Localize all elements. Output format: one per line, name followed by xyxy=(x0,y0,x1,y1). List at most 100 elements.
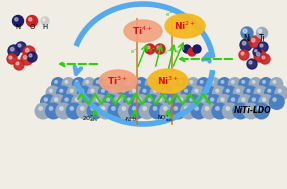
Circle shape xyxy=(257,28,267,39)
Circle shape xyxy=(44,97,48,102)
Circle shape xyxy=(75,80,79,84)
Circle shape xyxy=(51,77,65,91)
Circle shape xyxy=(215,106,220,111)
Circle shape xyxy=(76,102,93,119)
Circle shape xyxy=(205,89,209,93)
Circle shape xyxy=(101,106,105,111)
Circle shape xyxy=(129,85,144,101)
Circle shape xyxy=(7,54,17,64)
Circle shape xyxy=(168,80,172,84)
Text: e$^{-}$: e$^{-}$ xyxy=(175,48,183,56)
Circle shape xyxy=(207,77,221,91)
Circle shape xyxy=(189,80,193,84)
Circle shape xyxy=(93,77,106,91)
Circle shape xyxy=(38,106,43,111)
Circle shape xyxy=(251,38,255,42)
Circle shape xyxy=(163,89,167,93)
Circle shape xyxy=(15,18,18,21)
Circle shape xyxy=(70,89,74,93)
Circle shape xyxy=(82,77,96,91)
Circle shape xyxy=(77,85,92,101)
Circle shape xyxy=(72,77,86,91)
Circle shape xyxy=(239,50,249,60)
Circle shape xyxy=(132,106,137,111)
Circle shape xyxy=(142,89,147,93)
Circle shape xyxy=(168,97,173,102)
Circle shape xyxy=(210,97,214,102)
Circle shape xyxy=(13,15,24,26)
Circle shape xyxy=(66,85,81,101)
Circle shape xyxy=(40,94,56,110)
Circle shape xyxy=(247,59,257,69)
Circle shape xyxy=(253,85,269,101)
Circle shape xyxy=(85,97,90,102)
Circle shape xyxy=(82,94,98,110)
Circle shape xyxy=(243,29,247,33)
Circle shape xyxy=(8,45,20,57)
Circle shape xyxy=(243,102,259,119)
Circle shape xyxy=(222,85,237,101)
Circle shape xyxy=(267,89,272,93)
Text: NiTi-LDO: NiTi-LDO xyxy=(234,106,272,115)
Circle shape xyxy=(258,42,268,52)
Circle shape xyxy=(179,97,183,102)
Circle shape xyxy=(113,77,127,91)
Text: e$^{-}$: e$^{-}$ xyxy=(163,49,171,57)
Circle shape xyxy=(65,80,68,84)
Circle shape xyxy=(59,106,64,111)
Circle shape xyxy=(87,85,102,101)
Circle shape xyxy=(49,89,53,93)
Circle shape xyxy=(29,54,32,57)
Circle shape xyxy=(92,94,108,110)
Circle shape xyxy=(183,45,191,53)
Circle shape xyxy=(61,77,75,91)
Circle shape xyxy=(14,60,24,70)
Circle shape xyxy=(16,42,26,52)
Circle shape xyxy=(134,77,148,91)
Text: Ni$^{3+}$: Ni$^{3+}$ xyxy=(157,75,179,87)
Text: Ni: Ni xyxy=(243,34,251,43)
Circle shape xyxy=(42,19,45,21)
Circle shape xyxy=(210,80,214,84)
Circle shape xyxy=(150,85,164,101)
Circle shape xyxy=(184,106,189,111)
Circle shape xyxy=(175,94,191,110)
Circle shape xyxy=(180,102,197,119)
Circle shape xyxy=(206,94,222,110)
Circle shape xyxy=(59,89,63,93)
Ellipse shape xyxy=(124,20,162,42)
Circle shape xyxy=(158,97,162,102)
Circle shape xyxy=(255,50,257,52)
Circle shape xyxy=(231,80,235,84)
Circle shape xyxy=(121,106,126,111)
Circle shape xyxy=(27,52,37,62)
Circle shape xyxy=(111,89,115,93)
Circle shape xyxy=(241,52,244,55)
Circle shape xyxy=(16,62,19,65)
Circle shape xyxy=(238,77,252,91)
Circle shape xyxy=(155,77,169,91)
Circle shape xyxy=(262,97,266,102)
Circle shape xyxy=(160,85,175,101)
Circle shape xyxy=(155,44,165,54)
Circle shape xyxy=(189,97,194,102)
Circle shape xyxy=(269,94,285,110)
Circle shape xyxy=(258,94,274,110)
Circle shape xyxy=(103,77,117,91)
Circle shape xyxy=(56,85,71,101)
Circle shape xyxy=(253,48,261,56)
Circle shape xyxy=(246,106,251,111)
Circle shape xyxy=(106,97,110,102)
Circle shape xyxy=(227,94,243,110)
Circle shape xyxy=(113,94,129,110)
Circle shape xyxy=(200,80,203,84)
Circle shape xyxy=(211,102,228,119)
Circle shape xyxy=(66,102,83,119)
Circle shape xyxy=(188,48,196,56)
Circle shape xyxy=(220,80,224,84)
Circle shape xyxy=(260,54,270,64)
Circle shape xyxy=(106,80,110,84)
Circle shape xyxy=(236,89,240,93)
Circle shape xyxy=(21,53,33,65)
Circle shape xyxy=(118,85,133,101)
